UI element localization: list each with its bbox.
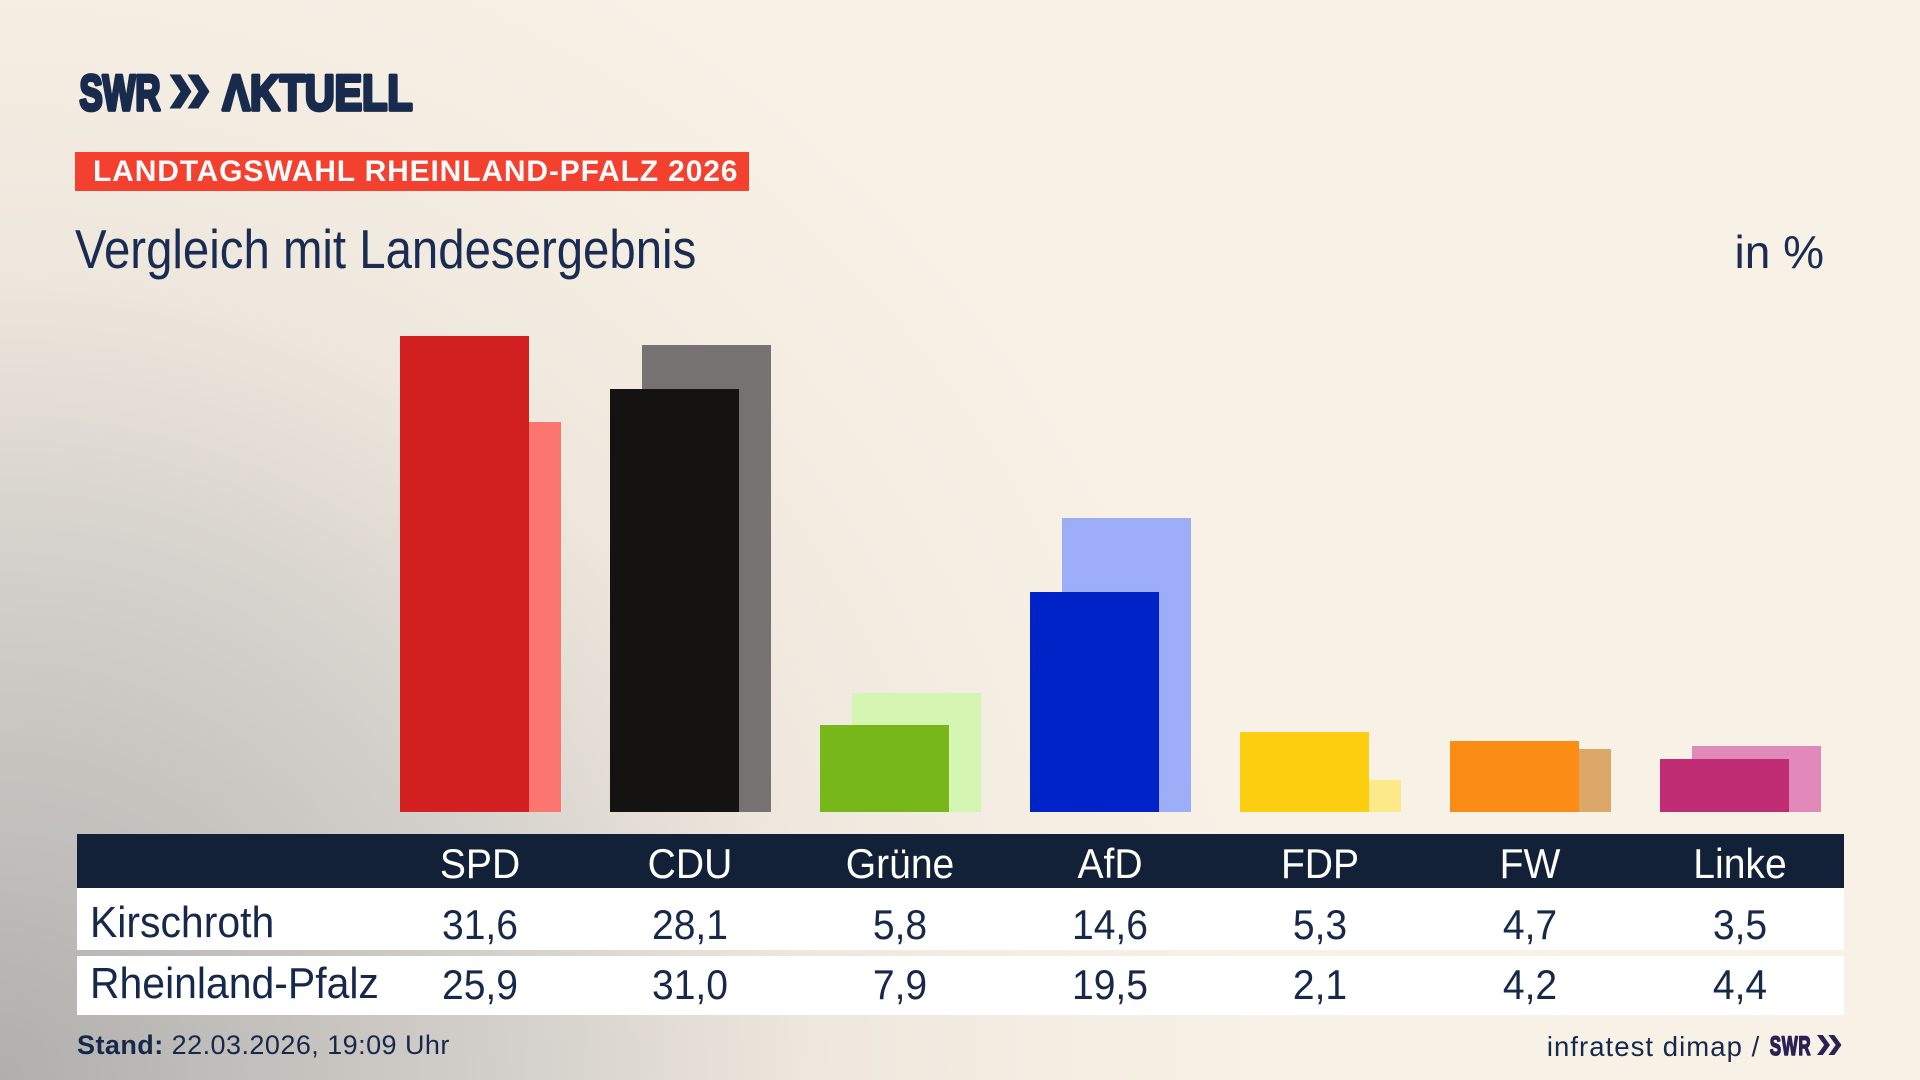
svg-text:SWR: SWR (1770, 1031, 1812, 1061)
svg-text:ΛKTUELL: ΛKTUELL (223, 65, 413, 116)
svg-text:SWR: SWR (80, 65, 161, 116)
